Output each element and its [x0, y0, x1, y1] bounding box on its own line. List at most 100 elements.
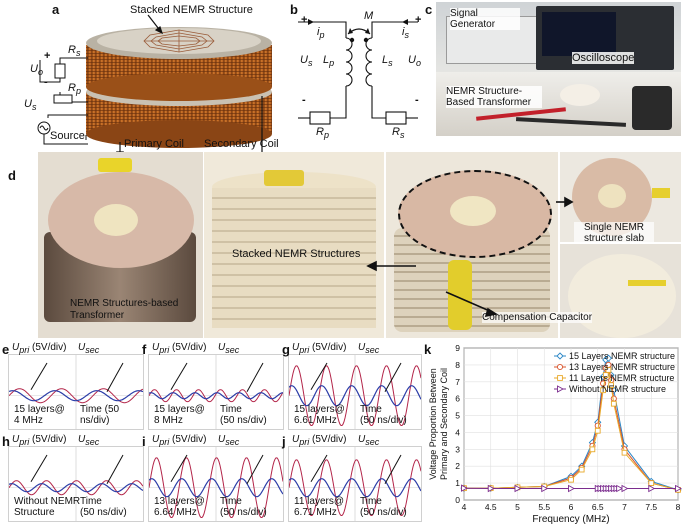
rs-label-a: Rs: [68, 44, 81, 59]
x-tick-label: 7.5: [645, 502, 657, 512]
photo-stacked-structures: [204, 152, 384, 338]
rp-label-b: Rp: [316, 126, 329, 141]
is-label: is: [402, 26, 409, 41]
panel-letter-k: k: [424, 342, 432, 357]
primary-voltage-trace: [289, 365, 421, 426]
scope-e: [8, 354, 144, 430]
transformer-photo: [560, 84, 600, 106]
data-point: [578, 466, 585, 473]
minus-b-left: -: [302, 94, 306, 106]
data-point: [568, 484, 575, 493]
x-tick-label: 8: [676, 502, 681, 512]
x-tick-label: 6: [569, 502, 574, 512]
secondary-voltage-trace: [9, 390, 143, 402]
scope-waveform: [289, 447, 421, 521]
ip-label: ip: [317, 26, 325, 41]
y-tick-label: 3: [455, 444, 460, 454]
plus-b-left: +: [301, 14, 308, 26]
lp-label: Lp: [323, 54, 335, 69]
panel-d-arrows: [366, 196, 574, 318]
panel-letter-h: h: [2, 434, 10, 449]
upri-label: Upri (5V/div): [292, 342, 347, 355]
series-line-3: [464, 368, 679, 491]
scope-waveform: [289, 355, 421, 429]
upri-label: Upri (5V/div): [12, 434, 67, 447]
y-tick-label: 5: [455, 411, 460, 421]
y-axis-label-line1: Voltage Proportion Between: [428, 368, 438, 480]
rp-label-a: Rp: [68, 82, 81, 97]
y-tick-label: 0: [455, 495, 460, 505]
x-tick-label: 7: [622, 502, 627, 512]
secondary-voltage-trace: [289, 478, 421, 498]
primary-voltage-trace: [149, 457, 283, 518]
y-tick-label: 8: [455, 360, 460, 370]
data-point: [621, 449, 628, 456]
upri-label: Upri (5V/div): [152, 342, 207, 355]
data-point: [589, 446, 596, 453]
us-label-b: Us: [300, 54, 313, 69]
scope-time-label: Time (50 ns/div): [360, 404, 407, 426]
y-tick-label: 1: [455, 478, 460, 488]
scope-condition-label: Without NEMR Structure: [14, 496, 81, 518]
source-label: Source: [50, 130, 85, 142]
y-tick-label: 4: [455, 427, 460, 437]
y-tick-label: 6: [455, 394, 460, 404]
scope-time-label: Time (50 ns/div): [80, 496, 127, 518]
panel-k-chart: 4 4.5 5 5.5 6 6.5 7 7.5 8 0 1 2 3 4 5 6 7 8 9 Frequency (MH…: [428, 343, 682, 525]
data-point: [608, 382, 614, 389]
scope-time-label: Time (50 ns/div): [80, 404, 120, 426]
photo-slab-back: [560, 244, 681, 338]
panel-letter-e: e: [2, 342, 10, 357]
uo-label-b: Uo: [408, 54, 421, 69]
minus-a: -: [44, 76, 48, 88]
legend-entry: 11 Layers NEMR structure: [569, 373, 674, 383]
primary-coil-label: Primary Coil: [124, 138, 184, 150]
stacked-nemr-structures-label: Stacked NEMR Structures: [232, 248, 361, 260]
panel-letter-g: g: [282, 342, 290, 357]
y-tick-label: 7: [455, 377, 460, 387]
x-tick-label: 6.5: [592, 502, 604, 512]
scope-waveform: [149, 355, 283, 429]
secondary-voltage-trace: [149, 392, 283, 400]
signal-generator-label: Signal Generator: [450, 8, 520, 30]
plus-b-right: +: [415, 14, 422, 26]
scope-waveform: [149, 447, 283, 521]
scope-time-label: Time (50 ns/div): [360, 496, 407, 518]
upri-label: Upri (5V/div): [12, 342, 67, 355]
x-tick-label: 4.5: [485, 502, 497, 512]
panel-a-illustration: [37, 14, 272, 160]
data-point: [594, 427, 601, 434]
photo-stack-with-capacitor: [386, 152, 558, 338]
panel-letter-c: c: [425, 2, 433, 17]
oscilloscope-label: Oscilloscope: [572, 52, 635, 64]
scope-waveform: [9, 447, 143, 521]
data-point: [514, 484, 522, 493]
uo-label-a: Uo: [30, 63, 43, 78]
x-axis-label: Frequency (MHz): [532, 514, 609, 525]
panel-letter-j: j: [282, 434, 286, 449]
data-point: [616, 484, 624, 493]
legend-marker: [556, 363, 564, 371]
usec-label: Usec: [358, 434, 380, 447]
panel-letter-f: f: [142, 342, 147, 357]
scope-condition-label: 15 layers@ 6.61 MHz: [294, 404, 345, 426]
usec-label: Usec: [78, 434, 100, 447]
ls-label: Ls: [382, 54, 393, 69]
secondary-voltage-trace: [289, 385, 421, 407]
data-point: [648, 484, 656, 493]
scope-g: [288, 354, 422, 430]
rs-label-b: Rs: [392, 126, 405, 141]
usec-label: Usec: [218, 342, 240, 355]
nemr-transformer-caption: NEMR Structures-based Transformer: [70, 298, 179, 321]
data-point: [675, 484, 682, 493]
secondary-coil-label: Secondary Coil: [204, 138, 279, 150]
compensation-capacitor-label: Compensation Capacitor: [482, 312, 593, 323]
scope-h: [8, 446, 144, 522]
data-point: [541, 484, 549, 493]
legend-marker: [556, 352, 564, 360]
usec-label: Usec: [78, 342, 100, 355]
data-point: [568, 476, 574, 483]
stacked-nemr-label: Stacked NEMR Structure: [130, 4, 253, 16]
minus-b-right: -: [415, 94, 419, 106]
secondary-voltage-trace: [9, 483, 143, 493]
